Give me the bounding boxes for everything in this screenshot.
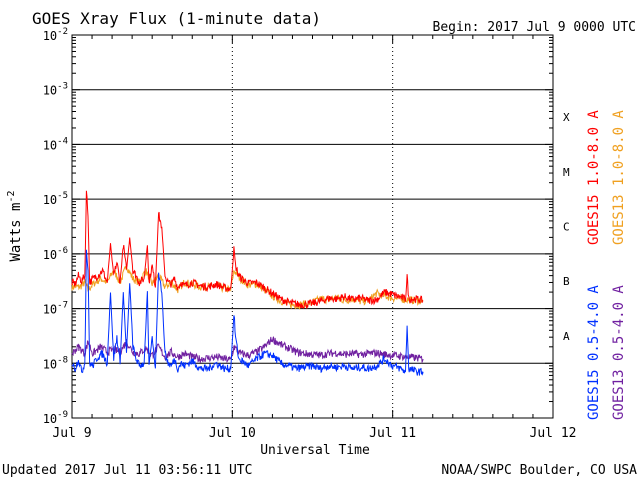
y-tick-exponent: -4: [57, 136, 68, 146]
series-layer: [71, 190, 424, 376]
y-tick-mantissa: 10: [43, 84, 57, 98]
y-tick-exponent: -9: [57, 410, 68, 420]
y-tick-label: 10-5: [43, 191, 68, 207]
begin-label: Begin: 2017 Jul 9 0000 UTC: [433, 20, 637, 35]
y-tick-label: 10-7: [43, 301, 68, 317]
y-tick-label: 10-6: [43, 246, 68, 262]
y-axis-label-exp: -2: [6, 190, 17, 202]
legend-entry: GOES13 0.5-4.0 A: [611, 285, 627, 420]
y-tick-label: 10-8: [43, 355, 68, 371]
y-tick-label: 10-9: [43, 410, 68, 426]
chart-title: GOES Xray Flux (1-minute data): [32, 9, 321, 28]
series-line: [71, 265, 424, 310]
y-tick-mantissa: 10: [43, 193, 57, 207]
flare-class-label: A: [563, 330, 570, 343]
y-tick-mantissa: 10: [43, 412, 57, 426]
y-axis-label-base: Watts m: [8, 203, 24, 262]
x-gridlines: [231, 35, 394, 418]
y-tick-label: 10-3: [43, 82, 68, 98]
y-tick-mantissa: 10: [43, 29, 57, 43]
y-gridlines: [72, 89, 553, 364]
x-tick-label: Jul 9: [52, 426, 91, 441]
minor-ticks: [71, 35, 554, 419]
flare-class-label: M: [563, 166, 570, 179]
flare-class-label: B: [563, 275, 570, 288]
y-tick-mantissa: 10: [43, 303, 57, 317]
y-tick-exponent: -8: [57, 355, 68, 365]
y-axis-label: Watts m-2: [6, 190, 24, 261]
x-tick-label: Jul 10: [209, 426, 256, 441]
y-tick-exponent: -3: [57, 82, 68, 92]
updated-label: Updated 2017 Jul 11 03:56:11 UTC: [2, 463, 252, 478]
series-line: [71, 190, 424, 310]
y-tick-mantissa: 10: [43, 248, 57, 262]
legend-entry: GOES15 0.5-4.0 A: [586, 285, 602, 420]
y-tick-label: 10-4: [43, 136, 68, 152]
y-tick-labels: 10-910-810-710-610-510-410-310-2: [43, 27, 68, 426]
y-tick-exponent: -6: [57, 246, 68, 256]
x-tick-labels: Jul 9 Jul 10 Jul 11 Jul 12: [52, 426, 576, 441]
flare-class-labels: A B C M X: [563, 111, 570, 343]
flare-class-label: X: [563, 111, 570, 124]
series-line: [71, 336, 424, 364]
y-tick-exponent: -2: [57, 27, 68, 37]
source-label: NOAA/SWPC Boulder, CO USA: [441, 463, 637, 478]
legend: GOES13 1.0-8.0 A GOES15 1.0-8.0 A GOES13 0…: [586, 110, 627, 420]
y-tick-label: 10-2: [43, 27, 68, 43]
y-tick-exponent: -5: [57, 191, 68, 201]
x-tick-label: Jul 11: [369, 426, 416, 441]
y-tick-exponent: -7: [57, 301, 68, 311]
x-tick-label: Jul 12: [530, 426, 577, 441]
legend-entry: GOES13 1.0-8.0 A: [611, 110, 627, 245]
series-line: [71, 249, 424, 376]
x-axis-label: Universal Time: [260, 443, 370, 458]
y-tick-mantissa: 10: [43, 357, 57, 371]
legend-entry: GOES15 1.0-8.0 A: [586, 110, 602, 245]
flare-class-label: C: [563, 221, 570, 234]
y-tick-mantissa: 10: [43, 138, 57, 152]
